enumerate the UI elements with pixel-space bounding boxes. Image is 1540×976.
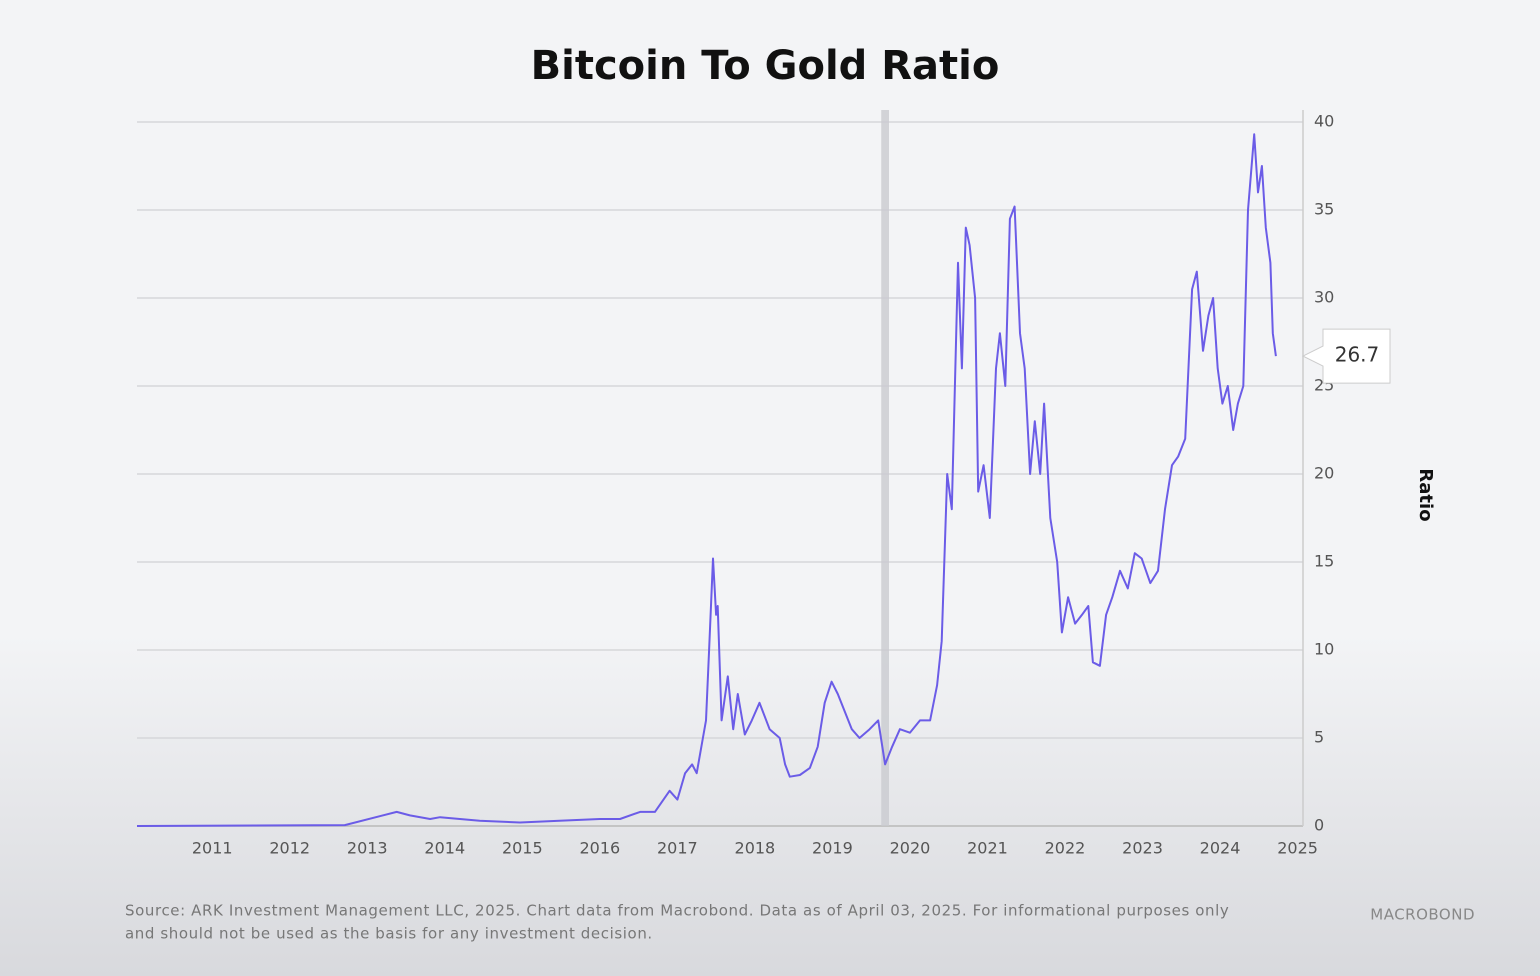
x-tick-label: 2022 (1045, 839, 1086, 858)
logo: MACROBOND (1370, 906, 1475, 924)
x-tick-label: 2016 (579, 839, 620, 858)
footnote: Source: ARK Investment Management LLC, 2… (125, 902, 1229, 920)
line (136, 133, 1277, 827)
x-tick-label: 2017 (657, 839, 698, 858)
x-tick-label: 2018 (735, 839, 776, 858)
x-tick-label: 2023 (1122, 839, 1163, 858)
x-tick-label: 2025 (1277, 839, 1318, 858)
y-tick-label: 40 (1314, 112, 1334, 131)
x-tick-label: 2021 (967, 839, 1008, 858)
x-tick-label: 2019 (812, 839, 853, 858)
x-tick-label: 2024 (1200, 839, 1241, 858)
chart-title: Bitcoin To Gold Ratio (531, 43, 1000, 89)
x-tick-label: 2015 (502, 839, 543, 858)
y-tick-label: 10 (1314, 640, 1334, 659)
footnote: and should not be used as the basis for … (125, 925, 653, 943)
x-tick-label: 2014 (424, 839, 465, 858)
x-tick-label: 2013 (347, 839, 388, 858)
y-tick-label: 5 (1314, 728, 1324, 747)
x-tick-label: 2020 (890, 839, 931, 858)
callout-label: 26.7 (1335, 343, 1380, 367)
y-tick-label: 15 (1314, 552, 1334, 571)
y-axis-label: Ratio (1415, 468, 1436, 521)
callout-box (1301, 328, 1391, 384)
x-tick-label: 2012 (269, 839, 310, 858)
y-tick-label: 20 (1314, 464, 1334, 483)
y-tick-label: 0 (1314, 816, 1324, 835)
shaded-period (881, 110, 890, 826)
x-tick-label: 2011 (192, 839, 233, 858)
y-tick-label: 30 (1314, 288, 1334, 307)
y-tick-label: 35 (1314, 200, 1334, 219)
